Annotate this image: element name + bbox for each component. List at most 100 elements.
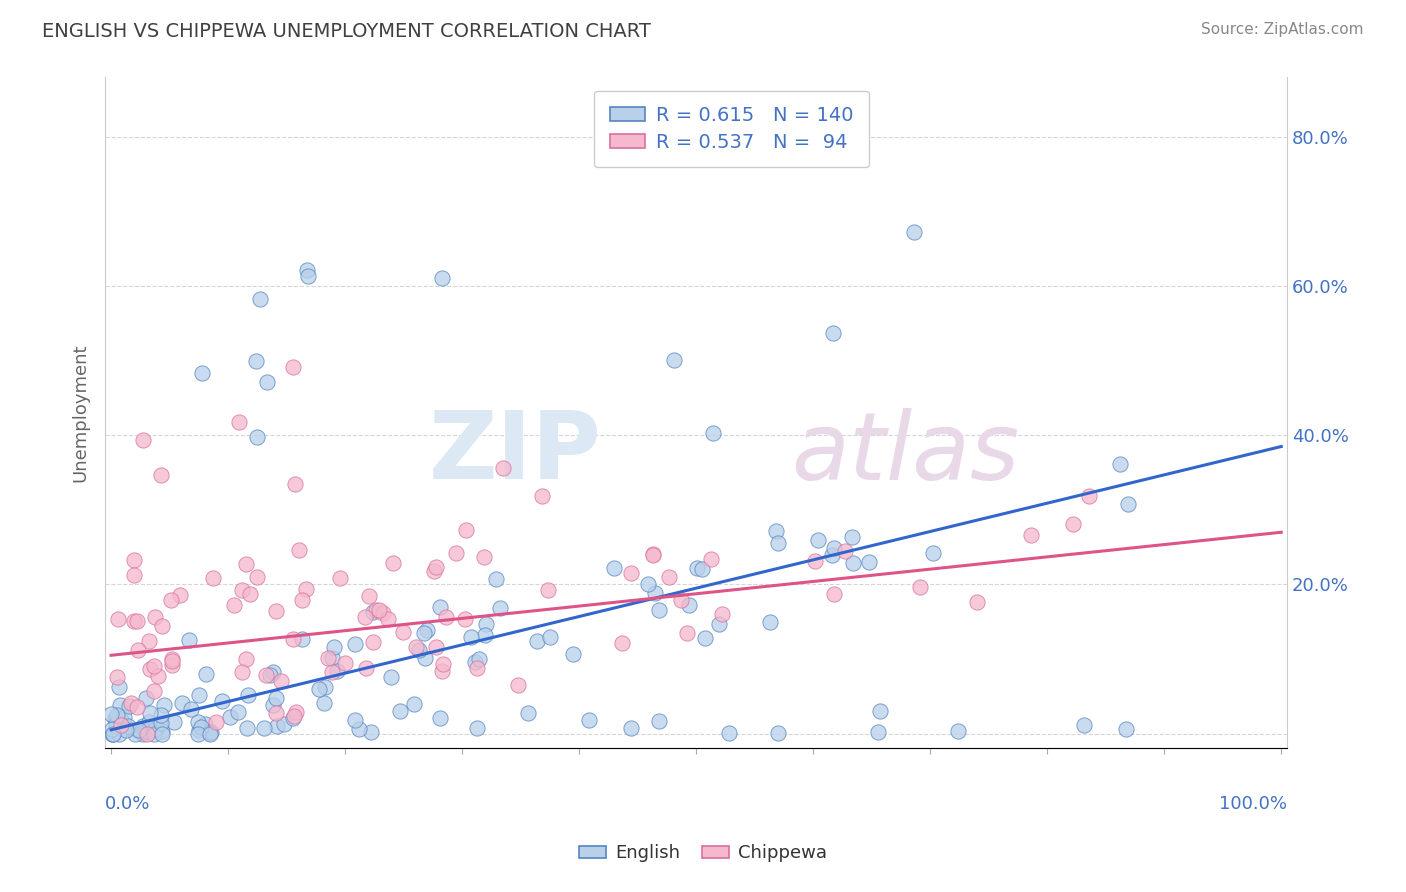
- Point: [392, 625, 415, 640]
- Point: [160, 657, 183, 672]
- Point: [658, 569, 681, 583]
- Point: [359, 590, 381, 604]
- Point: [429, 599, 451, 614]
- Point: [946, 724, 969, 739]
- Point: [118, 699, 141, 714]
- Point: [101, 726, 124, 740]
- Point: [768, 726, 790, 740]
- Point: [368, 603, 391, 617]
- Point: [198, 725, 221, 739]
- Point: [256, 376, 278, 390]
- Point: [474, 627, 496, 641]
- Point: [412, 626, 434, 640]
- Point: [253, 721, 276, 735]
- Point: [281, 360, 304, 375]
- Point: [360, 725, 382, 739]
- Point: [465, 661, 488, 675]
- Point: [662, 353, 685, 368]
- Point: [717, 726, 740, 740]
- Point: [695, 632, 717, 646]
- Point: [259, 668, 281, 682]
- Point: [228, 415, 250, 429]
- Point: [619, 566, 641, 580]
- Point: [641, 547, 664, 561]
- Point: [415, 623, 437, 637]
- Point: [709, 617, 731, 632]
- Point: [648, 714, 671, 728]
- Point: [413, 651, 436, 665]
- Point: [143, 659, 166, 673]
- Point: [190, 720, 212, 734]
- Point: [125, 614, 148, 628]
- Point: [841, 530, 863, 544]
- Point: [531, 489, 554, 503]
- Point: [115, 721, 138, 735]
- Point: [112, 710, 135, 724]
- Point: [283, 709, 305, 723]
- Point: [194, 717, 217, 731]
- Point: [100, 707, 122, 722]
- Point: [152, 698, 174, 712]
- Point: [676, 626, 699, 640]
- Point: [105, 717, 128, 731]
- Point: [132, 719, 155, 733]
- Point: [150, 724, 173, 739]
- Point: [578, 713, 600, 727]
- Point: [423, 564, 446, 578]
- Point: [377, 612, 399, 626]
- Point: [468, 652, 491, 666]
- Point: [454, 612, 477, 626]
- Point: [139, 662, 162, 676]
- Text: 100.0%: 100.0%: [1219, 796, 1286, 814]
- Point: [115, 723, 138, 737]
- Point: [641, 548, 664, 562]
- Point: [389, 704, 412, 718]
- Point: [686, 561, 709, 575]
- Point: [135, 691, 157, 706]
- Point: [321, 665, 343, 679]
- Point: [903, 225, 925, 239]
- Point: [347, 722, 370, 736]
- Point: [538, 631, 561, 645]
- Point: [160, 654, 183, 668]
- Point: [430, 664, 453, 678]
- Point: [262, 698, 284, 712]
- Point: [169, 588, 191, 602]
- Text: 0.0%: 0.0%: [105, 796, 150, 814]
- Point: [380, 670, 402, 684]
- Point: [146, 669, 169, 683]
- Point: [644, 585, 666, 599]
- Point: [361, 635, 384, 649]
- Point: [187, 715, 209, 730]
- Point: [821, 549, 844, 563]
- Point: [295, 582, 318, 597]
- Point: [343, 637, 366, 651]
- Point: [191, 366, 214, 380]
- Point: [117, 719, 139, 733]
- Point: [107, 612, 129, 626]
- Point: [231, 665, 253, 679]
- Point: [142, 684, 165, 698]
- Point: [1073, 718, 1095, 732]
- Point: [804, 553, 827, 567]
- Point: [235, 722, 257, 736]
- Point: [281, 632, 304, 646]
- Point: [110, 718, 132, 732]
- Point: [318, 650, 340, 665]
- Point: [188, 688, 211, 702]
- Point: [110, 713, 132, 727]
- Point: [966, 595, 988, 609]
- Text: ZIP: ZIP: [429, 408, 602, 500]
- Point: [489, 601, 512, 615]
- Point: [807, 533, 830, 547]
- Point: [1116, 498, 1139, 512]
- Point: [444, 546, 467, 560]
- Point: [922, 546, 945, 560]
- Point: [150, 715, 173, 730]
- Point: [110, 698, 132, 713]
- Point: [236, 688, 259, 702]
- Point: [264, 604, 287, 618]
- Point: [270, 674, 292, 689]
- Point: [195, 667, 218, 681]
- Point: [678, 598, 700, 612]
